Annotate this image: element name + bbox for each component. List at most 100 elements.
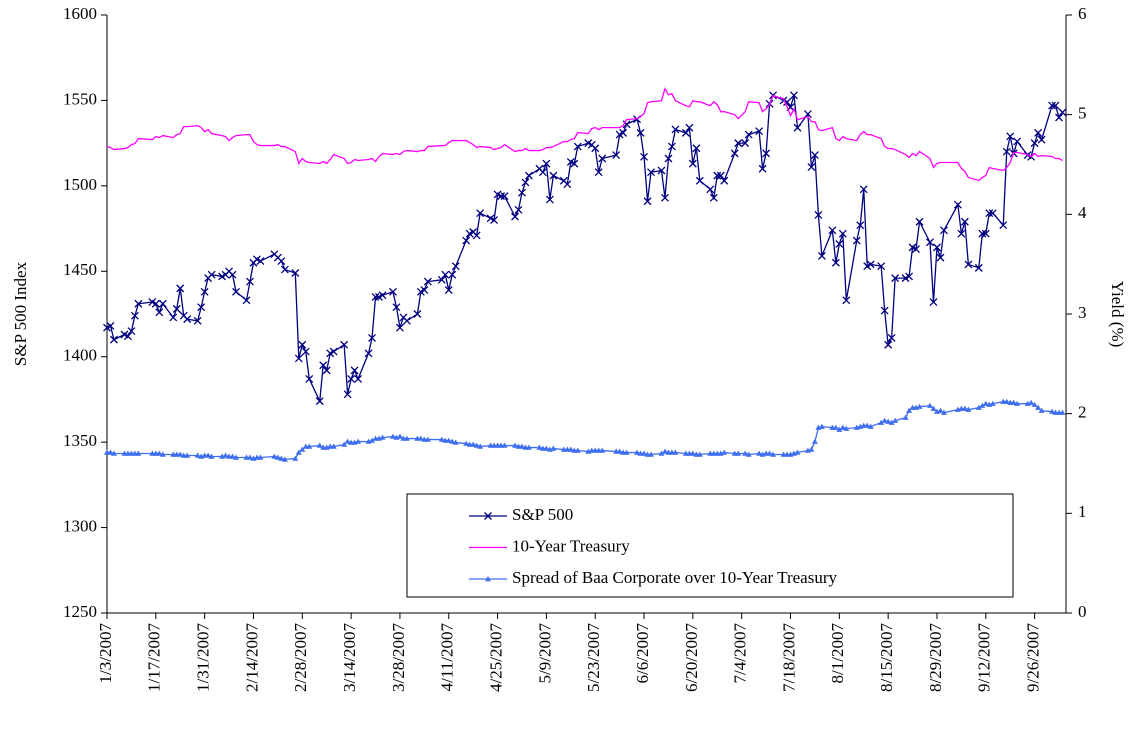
data-point (490, 216, 499, 224)
data-point (350, 366, 359, 375)
data-point (734, 139, 743, 148)
data-point (208, 453, 215, 459)
data-point (538, 168, 547, 177)
x-tick-label: 8/15/2007 (877, 623, 896, 692)
y-tick-label: 1500 (63, 175, 97, 194)
data-point (1037, 135, 1046, 144)
data-point (570, 159, 579, 168)
data-point (859, 185, 868, 194)
data-point (1048, 101, 1057, 110)
y-tick-label: 1400 (63, 346, 97, 365)
data-point (936, 253, 945, 262)
data-point (866, 260, 875, 269)
y2-tick-label: 1 (1078, 502, 1087, 521)
data-point (172, 304, 181, 313)
data-point (354, 374, 363, 383)
x-tick-label: 4/11/2007 (438, 623, 457, 692)
data-point (315, 397, 324, 406)
data-point (368, 333, 376, 342)
legend-box (406, 493, 1014, 598)
data-point (470, 441, 477, 447)
data-point (885, 418, 892, 424)
data-point (836, 426, 843, 432)
data-point (721, 449, 728, 455)
data-point (156, 450, 163, 456)
series-line (106, 87, 1063, 182)
y-tick-label: 1250 (63, 602, 97, 621)
data-point (514, 205, 523, 214)
data-point (720, 176, 729, 185)
data-point (298, 340, 307, 349)
data-point (512, 442, 519, 448)
data-point (713, 171, 722, 180)
data-point (536, 444, 543, 450)
data-point (636, 128, 645, 137)
legend-label: 10-Year Treasury (512, 536, 630, 555)
data-point (197, 303, 206, 312)
legend-label: Spread of Baa Corporate over 10-Year Tre… (512, 568, 837, 587)
data-point (567, 446, 574, 452)
data-point (1051, 101, 1060, 110)
data-point (1003, 398, 1010, 404)
data-point (978, 229, 987, 238)
y2-axis-title: Yield (%) (1108, 281, 1127, 348)
data-point (640, 152, 648, 161)
data-point (735, 450, 742, 456)
data-point (511, 212, 519, 221)
data-point (343, 390, 352, 399)
data-point (518, 443, 525, 449)
data-point (1014, 400, 1021, 406)
data-point (452, 439, 459, 445)
x-tick-label: 3/28/2007 (389, 623, 408, 692)
data-point (696, 451, 703, 457)
data-point (463, 440, 470, 446)
data-point (915, 217, 924, 226)
data-point (818, 423, 825, 429)
data-point (667, 142, 676, 151)
data-point (814, 210, 823, 219)
data-point (692, 144, 701, 153)
data-point (573, 142, 582, 151)
data-point (755, 127, 764, 136)
data-point (916, 403, 923, 409)
data-point (807, 163, 816, 172)
data-point (438, 436, 445, 442)
data-point (906, 407, 913, 413)
data-point (803, 110, 812, 119)
data-point (295, 449, 302, 455)
data-point (274, 454, 281, 460)
data-point (843, 425, 850, 431)
data-point (123, 332, 132, 341)
data-point (770, 451, 777, 457)
data-point (281, 456, 288, 462)
data-point (222, 452, 229, 458)
data-point (110, 450, 117, 456)
data-point (974, 263, 983, 272)
data-point (664, 154, 673, 163)
data-point (1035, 404, 1042, 410)
data-point (1059, 409, 1066, 415)
data-point (619, 128, 628, 137)
data-point (1002, 147, 1011, 156)
data-point (344, 438, 351, 444)
data-point (378, 291, 387, 300)
data-point (525, 171, 533, 180)
data-point (518, 188, 526, 197)
data-point (500, 192, 509, 201)
data-point (574, 447, 581, 453)
data-point (477, 443, 484, 449)
y-axis-title: S&P 500 Index (11, 261, 30, 366)
data-point (291, 269, 300, 277)
data-point (877, 262, 886, 271)
x-tick-label: 8/1/2007 (828, 623, 847, 684)
data-point (939, 226, 948, 235)
data-point (622, 120, 631, 129)
data-point (417, 435, 424, 441)
data-point (155, 308, 164, 317)
data-point (864, 422, 871, 428)
data-point (793, 123, 802, 132)
data-point (612, 151, 621, 160)
data-point (423, 277, 432, 286)
data-point (926, 238, 934, 247)
data-point (159, 451, 166, 457)
